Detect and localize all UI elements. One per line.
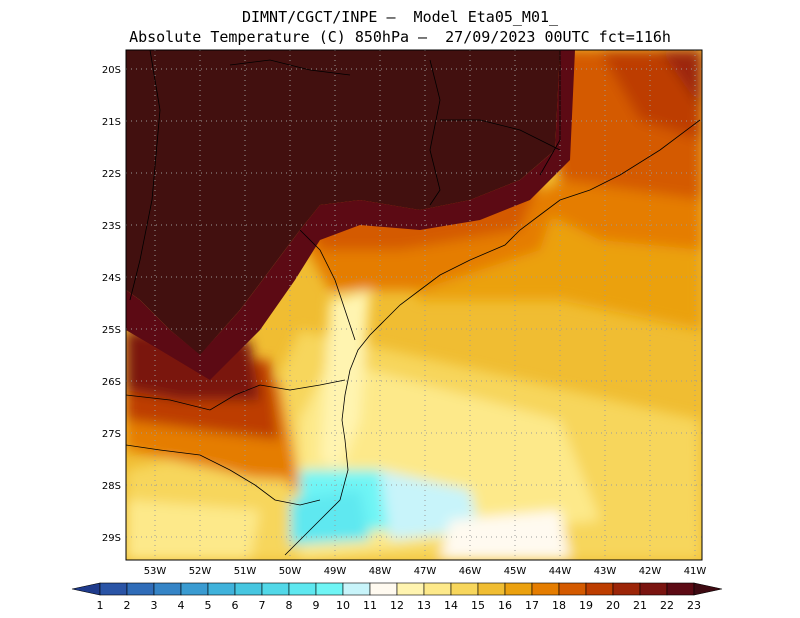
colorbar-box [477, 582, 506, 596]
colorbar: 1 2 3 4 5 6 7 8 9 10 11 12 13 14 15 16 17 18 19 20 21 22 23 [71, 582, 723, 612]
colorbar-box [99, 582, 128, 596]
lat-label: 20S [102, 65, 121, 76]
colorbar-label: 4 [178, 599, 185, 612]
colorbar-label: 7 [259, 599, 266, 612]
colorbar-box [639, 582, 668, 596]
title-line-2: Absolute Temperature (C) 850hPa – 27/09/… [129, 28, 671, 46]
colorbar-box [126, 582, 155, 596]
colorbar-label: 22 [660, 599, 674, 612]
colorbar-box [342, 582, 371, 596]
colorbar-box [288, 582, 317, 596]
grid-lines [126, 50, 702, 560]
colorbar-arrow-right [693, 582, 723, 596]
lon-label: 41W [684, 566, 707, 577]
colorbar-label: 6 [232, 599, 239, 612]
lat-label: 23S [102, 221, 121, 232]
colorbar-label: 21 [633, 599, 647, 612]
colorbar-label: 10 [336, 599, 350, 612]
colorbar-box [369, 582, 398, 596]
lon-label: 49W [324, 566, 347, 577]
lat-label: 22S [102, 169, 121, 180]
lat-label: 25S [102, 325, 121, 336]
title-line-1: DIMNT/CGCT/INPE – Model Eta05_M01_ [241, 8, 559, 26]
colorbar-box [153, 582, 182, 596]
colorbar-box [315, 582, 344, 596]
lon-label: 44W [549, 566, 572, 577]
lat-label: 24S [102, 273, 121, 284]
lat-label: 29S [102, 533, 121, 544]
colorbar-label: 15 [471, 599, 485, 612]
colorbar-box [612, 582, 641, 596]
colorbar-label: 13 [417, 599, 431, 612]
lon-label: 45W [504, 566, 527, 577]
colorbar-box [207, 582, 236, 596]
colorbar-label: 8 [286, 599, 293, 612]
lon-label: 50W [279, 566, 302, 577]
latitude-labels: 20S 21S 22S 23S 24S 25S 26S 27S 28S 29S [102, 65, 121, 544]
map-frame [125, 49, 703, 561]
colorbar-label: 11 [363, 599, 377, 612]
colorbar-box [396, 582, 425, 596]
colorbar-arrow-left [71, 582, 101, 596]
colorbar-box [234, 582, 263, 596]
colorbar-box [558, 582, 587, 596]
colorbar-box [531, 582, 560, 596]
coastline-borders [126, 50, 701, 556]
lon-label: 51W [234, 566, 257, 577]
lon-label: 46W [459, 566, 482, 577]
lon-label: 53W [144, 566, 167, 577]
lon-label: 47W [414, 566, 437, 577]
colorbar-label: 14 [444, 599, 458, 612]
colorbar-box [585, 582, 614, 596]
colorbar-label: 20 [606, 599, 620, 612]
colorbar-label: 5 [205, 599, 212, 612]
temperature-field [126, 50, 702, 560]
colorbar-box [666, 582, 695, 596]
colorbar-label: 3 [151, 599, 158, 612]
colorbar-label: 23 [687, 599, 701, 612]
lon-label: 52W [189, 566, 212, 577]
colorbar-label: 18 [552, 599, 566, 612]
colorbar-label: 2 [124, 599, 131, 612]
colorbar-box [423, 582, 452, 596]
lat-label: 26S [102, 377, 121, 388]
colorbar-box [450, 582, 479, 596]
lat-label: 27S [102, 429, 121, 440]
colorbar-label: 19 [579, 599, 593, 612]
colorbar-label: 1 [97, 599, 104, 612]
colorbar-label: 17 [525, 599, 539, 612]
colorbar-box [180, 582, 209, 596]
lon-label: 48W [369, 566, 392, 577]
colorbar-label: 12 [390, 599, 404, 612]
lon-label: 42W [639, 566, 662, 577]
lat-label: 28S [102, 481, 121, 492]
lon-label: 43W [594, 566, 617, 577]
colorbar-box [261, 582, 290, 596]
longitude-labels: 53W 52W 51W 50W 49W 48W 47W 46W 45W 44W … [144, 566, 707, 577]
colorbar-box [504, 582, 533, 596]
lat-label: 21S [102, 117, 121, 128]
colorbar-label: 9 [313, 599, 320, 612]
colorbar-label: 16 [498, 599, 512, 612]
